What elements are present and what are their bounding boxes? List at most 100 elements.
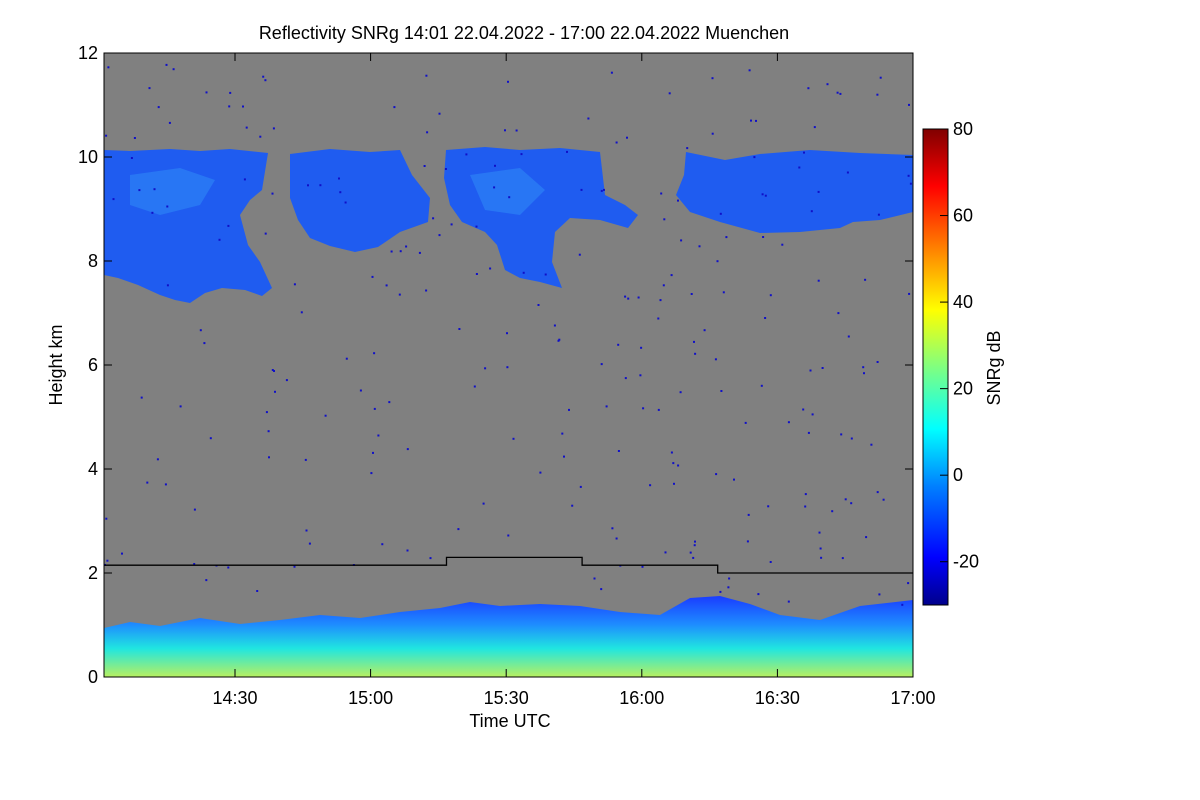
noise-speckle [438,234,441,237]
noise-speckle [561,432,564,435]
noise-speckle [600,189,603,192]
noise-speckle [615,537,618,540]
noise-speckle [271,192,274,195]
noise-speckle [693,544,696,547]
noise-speckle [803,151,805,154]
noise-speckle [370,472,373,475]
noise-speckle [319,184,322,187]
colorbar-tick-label: 0 [953,465,963,485]
noise-speckle [229,91,232,94]
noise-speckle [544,273,547,276]
noise-speckle [164,483,167,486]
noise-speckle [603,188,605,191]
noise-speckle [438,112,441,115]
noise-speckle [605,405,608,408]
noise-speckle [558,338,561,341]
noise-speckle [850,502,853,505]
noise-speckle [679,391,682,394]
noise-speckle [539,471,542,474]
noise-speckle [385,284,388,287]
noise-speckle [107,66,110,69]
noise-speckle [338,177,340,180]
noise-speckle [245,126,248,129]
noise-speckle [121,552,123,555]
noise-speckle [677,199,679,202]
noise-speckle [372,451,374,454]
chart-title: Reflectivity SNRg 14:01 22.04.2022 - 17:… [259,23,789,43]
colorbar-tick-label: 80 [953,119,973,139]
noise-speckle [769,561,772,563]
noise-speckle [689,551,692,554]
noise-speckle [657,408,660,411]
noise-speckle [641,565,644,568]
noise-speckle [639,374,642,377]
noise-speckle [627,297,630,300]
noise-speckle [579,485,582,488]
noise-speckle [193,508,196,511]
noise-speckle [506,366,509,369]
noise-speckle [744,421,747,424]
noise-speckle [425,74,428,77]
y-tick-label: 4 [88,459,98,479]
noise-speckle [484,367,487,370]
noise-speckle [406,448,409,451]
noise-speckle [640,346,643,349]
noise-speckle [660,192,663,195]
noise-speckle [444,168,447,170]
noise-speckle [748,69,751,72]
noise-speckle [703,329,706,332]
colorbar-tick-label: -20 [953,552,979,572]
noise-speckle [166,284,169,287]
noise-speckle [802,408,805,411]
noise-speckle [746,540,749,543]
noise-speckle [179,405,182,408]
noise-speckle [908,292,911,295]
noise-speckle [761,193,764,196]
noise-speckle [804,505,807,508]
noise-speckle [694,540,696,543]
noise-speckle [300,311,303,314]
noise-speckle [715,473,718,476]
noise-speckle [826,83,829,86]
noise-speckle [847,335,850,338]
noise-speckle [426,131,429,134]
noise-speckle [841,557,844,560]
noise-speckle [148,87,151,90]
boundary-layer-echo [104,596,913,677]
noise-speckle [821,367,824,369]
noise-speckle [199,329,202,332]
noise-speckle [308,542,311,545]
noise-speckle [626,136,628,139]
noise-speckle [719,590,722,593]
noise-speckle [405,245,408,248]
boundary-layer-height-line [104,556,913,574]
noise-speckle [399,250,402,253]
noise-speckle [580,188,583,191]
noise-speckle [293,565,296,568]
noise-speckle [809,369,812,372]
noise-speckle [205,91,208,94]
noise-speckle [722,291,725,294]
noise-speckle [465,153,468,156]
noise-speckle [262,75,265,78]
x-tick-label: 17:00 [890,688,935,708]
noise-speckle [172,68,175,71]
noise-speckle [837,312,840,315]
noise-speckle [662,284,665,287]
noise-speckle [690,293,693,295]
noise-speckle [571,504,574,507]
noise-speckle [285,379,288,382]
noise-speckle [273,370,275,372]
noise-speckle [757,593,760,596]
noise-speckle [820,556,823,559]
noise-speckle [553,324,556,327]
noise-speckle [381,543,384,546]
noise-speckle [209,437,212,440]
noise-speckle [566,150,568,153]
noise-speckle [680,239,683,242]
noise-speckle [504,129,506,132]
noise-speckle [694,352,697,355]
noise-speckle [819,547,822,550]
noise-speckle [146,481,149,484]
noise-speckle [165,63,168,66]
